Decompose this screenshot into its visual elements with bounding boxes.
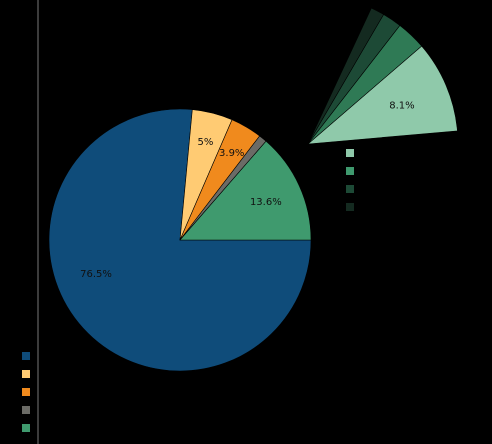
main-pie-label-3: 3.9% bbox=[219, 148, 244, 159]
main-pie-label-5: 13.6% bbox=[250, 197, 282, 208]
detail-legend-swatch-3 bbox=[346, 185, 354, 193]
detail-pie-label: 8.1% bbox=[389, 100, 414, 111]
main-pie: 76.5% 5% 3.9% 13.6% bbox=[48, 108, 312, 372]
detail-legend-swatch-4 bbox=[346, 203, 354, 211]
main-legend-swatch-5 bbox=[22, 424, 30, 432]
main-legend-swatch-3 bbox=[22, 388, 30, 396]
detail-pie: 8.1% bbox=[307, 7, 458, 145]
main-legend-swatch-4 bbox=[22, 406, 30, 414]
main-legend bbox=[22, 352, 30, 432]
main-pie-slice-5 bbox=[179, 140, 312, 241]
detail-legend bbox=[346, 149, 354, 211]
main-pie-label-2: 5% bbox=[197, 137, 213, 148]
main-pie-label-1: 76.5% bbox=[80, 269, 112, 280]
detail-legend-swatch-2 bbox=[346, 167, 354, 175]
main-legend-swatch-2 bbox=[22, 370, 30, 378]
detail-legend-swatch-1 bbox=[346, 149, 354, 157]
main-legend-swatch-1 bbox=[22, 352, 30, 360]
detail-pie-slice-1 bbox=[307, 45, 458, 145]
